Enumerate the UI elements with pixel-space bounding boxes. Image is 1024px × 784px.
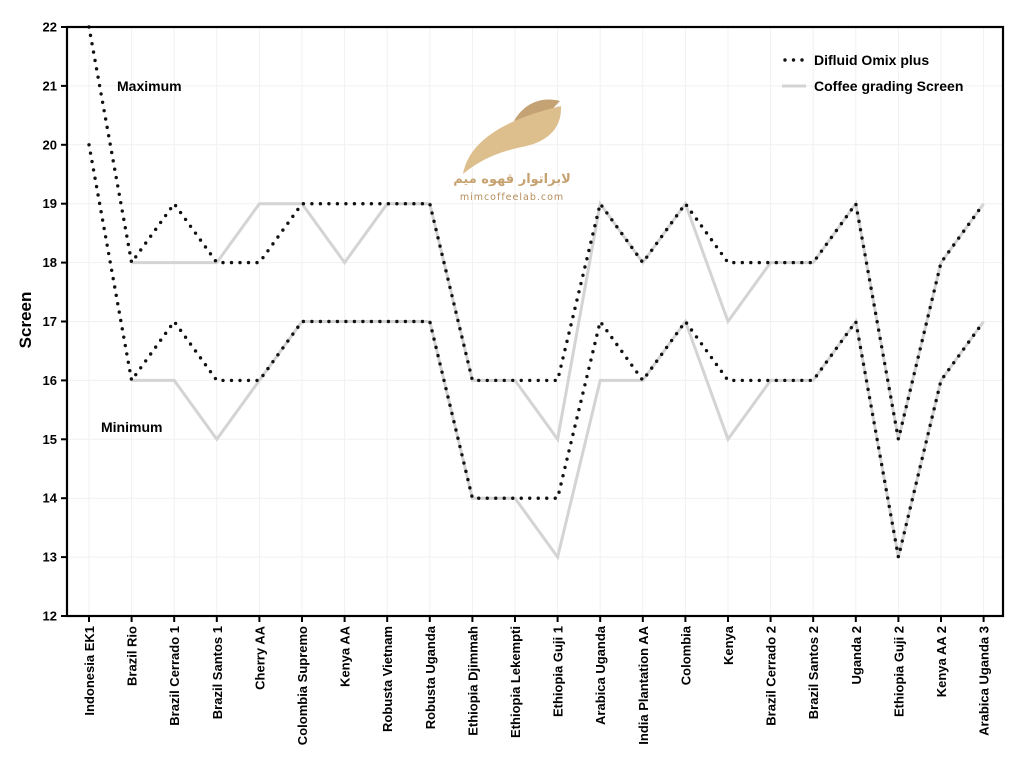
x-tick-label: Arabica Uganda	[593, 625, 608, 725]
x-tick-label: Ethiopia Guji 2	[891, 626, 906, 717]
y-axis-label: Screen	[16, 292, 35, 349]
logo-url-text: mimcoffeelab.com	[460, 192, 564, 203]
y-tick-label: 20	[43, 137, 57, 152]
x-tick-label: Arabica Uganda 3	[977, 626, 992, 736]
x-tick-label: Ethiopia Lekempti	[508, 626, 523, 738]
series-lines	[87, 25, 986, 561]
x-tick-label: Brazil Rio	[125, 626, 140, 686]
watermark-logo: لابراتوار قهوه میم mimcoffeelab.com	[453, 99, 571, 203]
y-tick-label: 18	[43, 255, 57, 270]
y-tick-label: 15	[43, 432, 57, 447]
x-tick-label: Ethiopia Djimmah	[465, 626, 480, 736]
x-tick-label: Cherry AA	[252, 625, 267, 689]
x-tick-label: Kenya	[721, 625, 736, 665]
x-tick-label: Brazil Cerrado 1	[167, 626, 182, 726]
x-tick-label: Brazil Santos 2	[806, 626, 821, 719]
x-tick-label: Indonesia EK1	[82, 626, 97, 716]
y-tick-label: 16	[43, 373, 57, 388]
series-line-difluid-omix-plus-minimum	[87, 143, 986, 559]
x-tick-label: Colombia	[678, 625, 693, 685]
x-tick-labels: Indonesia EK1 Brazil Rio Brazil Cerrado 1 B…	[82, 625, 992, 745]
y-tick-label: 13	[43, 550, 57, 565]
x-tick-label: Kenya AA	[338, 625, 353, 687]
y-tick-label: 12	[43, 609, 57, 624]
x-tick-label: Ethiopia Guji 1	[551, 626, 566, 717]
y-tick-label: 19	[43, 196, 57, 211]
annotation-maximum: Maximum	[117, 78, 182, 94]
annotations: Maximum Minimum	[101, 78, 182, 435]
legend-label-coffee-grading: Coffee grading Screen	[814, 78, 963, 94]
logo-name-text: لابراتوار قهوه میم	[453, 172, 571, 187]
y-tick-label: 21	[43, 78, 57, 93]
y-tick-label: 17	[43, 314, 57, 329]
x-tick-label: Robusta Uganda	[423, 625, 438, 729]
annotation-minimum: Minimum	[101, 419, 162, 435]
x-tick-label: Robusta Vietnam	[380, 626, 395, 732]
legend-label-difluid: Difluid Omix plus	[814, 52, 929, 68]
logo-leaf-light-shape	[463, 106, 562, 174]
x-tick-label: India Plantation AA	[636, 625, 651, 744]
y-tick-label: 14	[43, 491, 58, 506]
y-tick-labels: 12 13 14 15 16 17 18 19 20 21 22	[43, 20, 58, 624]
axes	[61, 25, 1005, 622]
y-tick-label: 22	[43, 20, 57, 35]
x-tick-label: Brazil Santos 1	[210, 626, 225, 719]
x-tick-label: Colombia Supremo	[295, 626, 310, 745]
legend: Difluid Omix plus Coffee grading Screen	[782, 52, 963, 94]
x-tick-label: Uganda 2	[849, 626, 864, 685]
x-tick-label: Brazil Cerrado 2	[764, 626, 779, 726]
x-tick-label: Kenya AA 2	[934, 626, 949, 697]
